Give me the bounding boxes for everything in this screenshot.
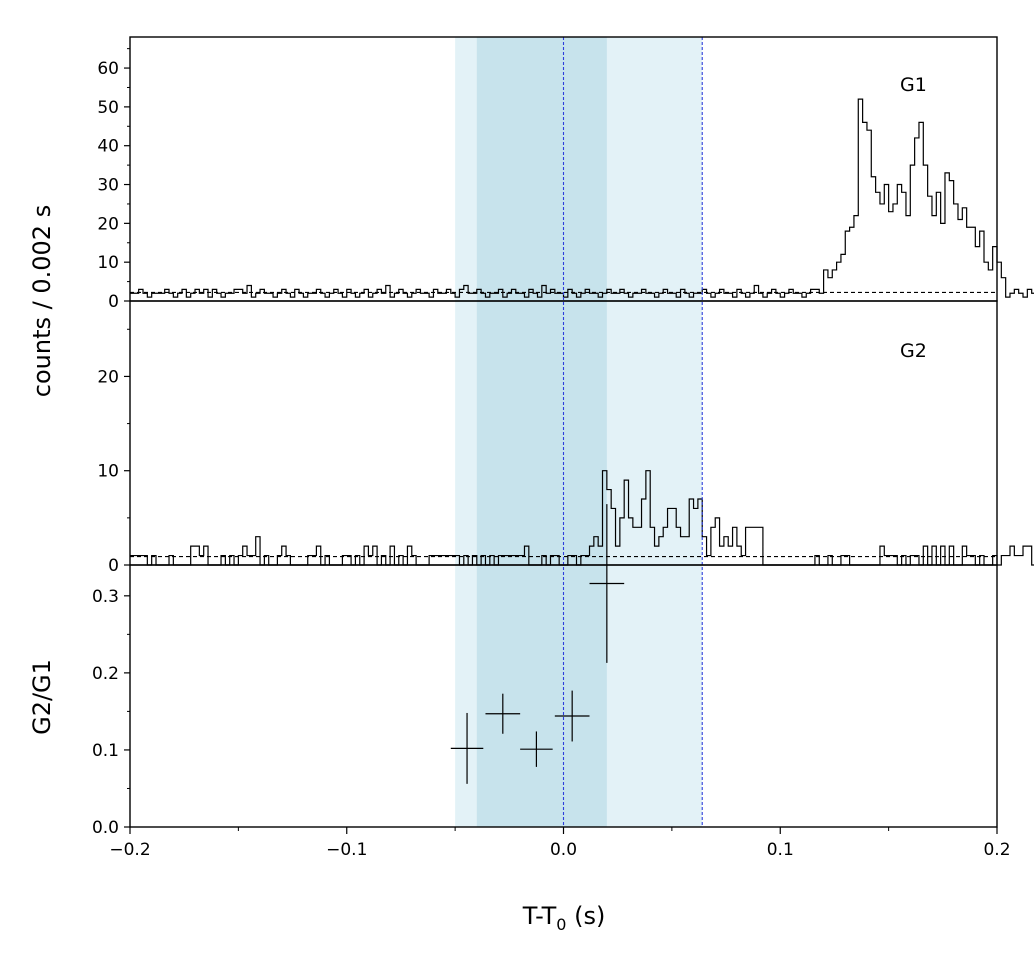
ytick-label-1-1: 10 (97, 462, 119, 482)
ytick-label-0-1: 10 (97, 253, 119, 273)
shaded-interval-1 (476, 37, 607, 827)
ytick-label-1-2: 20 (97, 367, 119, 387)
ytick-label-2-0: 0.0 (92, 818, 119, 838)
xtick-label-1: −0.1 (326, 840, 367, 860)
reference-lines (562, 37, 703, 827)
xtick-label-3: 0.1 (767, 840, 794, 860)
ytick-label-2-3: 0.3 (92, 587, 119, 607)
x-axis-title-subscript: 0 (556, 915, 566, 934)
ytick-label-2-2: 0.2 (92, 664, 119, 684)
panel-label-g1: G1 (900, 74, 927, 96)
ytick-label-1-0: 0 (108, 556, 119, 576)
histogram-g1 (130, 98, 1034, 298)
ytick-label-0-5: 50 (97, 98, 119, 118)
y-axis-title-ratio: G2/G1 (28, 659, 56, 735)
histogram-g2 (130, 470, 1034, 566)
x-axis-title: T-T0 (s) (522, 902, 606, 934)
ytick-label-2-1: 0.1 (92, 741, 119, 761)
panel-label-g2: G2 (900, 340, 927, 362)
ytick-label-0-4: 40 (97, 137, 119, 157)
xtick-label-0: −0.2 (109, 840, 150, 860)
x-axis-title-main: T-T (522, 902, 557, 930)
panel-g1 (130, 98, 1034, 298)
xtick-label-4: 0.2 (983, 840, 1010, 860)
panel-g2 (130, 470, 1034, 566)
ytick-label-0-2: 20 (97, 214, 119, 234)
xtick-label-2: 0.0 (550, 840, 577, 860)
ytick-label-0-6: 60 (97, 59, 119, 79)
x-axis: −0.2 −0.1 0.0 0.1 0.2 (109, 827, 1011, 860)
panel-frames: 0 10 20 30 40 50 60 0 10 20 0.0 0.1 0.2 0.3 (92, 36, 998, 838)
x-axis-title-unit: (s) (566, 902, 605, 930)
ytick-label-0-3: 30 (97, 176, 119, 196)
shaded-intervals (455, 37, 703, 827)
ytick-label-0-0: 0 (108, 292, 119, 312)
panel-ratio (450, 504, 625, 784)
y-axis-title-counts: counts / 0.002 s (28, 205, 56, 397)
